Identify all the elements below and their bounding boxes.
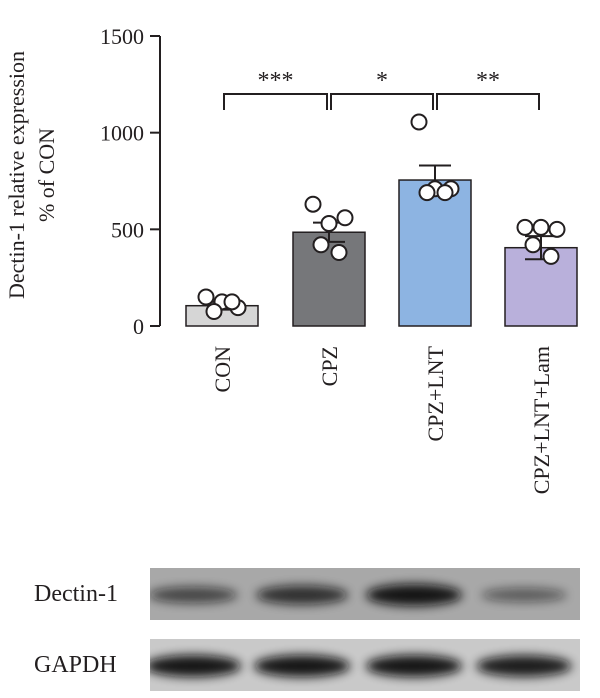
x-tick-label: CON (210, 346, 235, 393)
blot-label-dectin: Dectin-1 (34, 581, 118, 607)
data-point (418, 184, 436, 202)
data-point (516, 218, 534, 236)
blot-band (145, 655, 241, 677)
data-point (312, 236, 330, 254)
blot-row-gapdh: GAPDH (0, 639, 600, 691)
blot-band (481, 587, 567, 603)
significance-bracket (436, 93, 540, 110)
bar-chart: Dectin-1 relative expression % of CON 0 5… (4, 24, 578, 494)
x-tick-label: CPZ+LNT+Lam (529, 346, 554, 494)
data-point (336, 209, 354, 227)
blot-band (366, 584, 462, 606)
x-tick-label: CPZ (317, 346, 342, 386)
y-axis-label: Dectin-1 relative expression % of CON (4, 51, 59, 299)
blot-band (254, 655, 350, 677)
y-axis-label-line2: % of CON (34, 128, 59, 222)
data-point (436, 184, 454, 202)
significance-bracket (223, 93, 328, 110)
data-point (304, 195, 322, 213)
blot-band (366, 655, 462, 677)
bar (504, 246, 578, 327)
blot-band (148, 586, 238, 604)
data-point (197, 288, 215, 306)
data-point (320, 215, 338, 233)
bar (398, 179, 472, 327)
bar (292, 231, 366, 327)
data-point (524, 236, 542, 254)
y-tick-label: 1500 (100, 24, 144, 49)
blot-svg (148, 568, 580, 620)
data-point (330, 244, 348, 262)
data-point (548, 220, 566, 238)
data-point (542, 247, 560, 265)
blot-band (476, 655, 572, 677)
significance-label: *** (258, 68, 294, 94)
data-point (205, 303, 223, 320)
y-axis-label-line1: Dectin-1 relative expression (4, 51, 29, 299)
blot-image-gapdh (145, 639, 580, 691)
significance-label: * (376, 68, 388, 94)
data-point (223, 293, 241, 311)
x-tick-label: CPZ+LNT (423, 345, 448, 441)
y-tick-label: 500 (111, 217, 144, 242)
blot-label-gapdh: GAPDH (34, 652, 117, 678)
data-point (532, 218, 550, 236)
blot-band (256, 585, 348, 605)
blot-row-dectin: Dectin-1 (0, 568, 600, 620)
y-tick-label: 1000 (100, 121, 144, 146)
significance-label: ** (476, 68, 500, 94)
y-tick-label: 0 (133, 314, 144, 339)
blot-svg (145, 639, 580, 691)
data-point (410, 113, 428, 131)
significance-bracket (330, 93, 434, 110)
blot-image-dectin (148, 568, 580, 620)
